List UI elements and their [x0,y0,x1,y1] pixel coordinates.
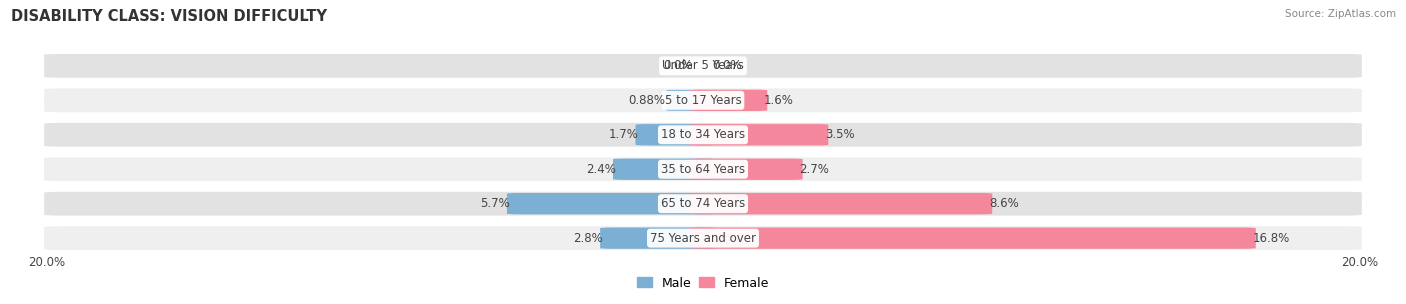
FancyBboxPatch shape [44,157,1362,181]
FancyBboxPatch shape [690,159,803,180]
FancyBboxPatch shape [44,123,1362,147]
Text: 5.7%: 5.7% [481,197,510,210]
Text: 65 to 74 Years: 65 to 74 Years [661,197,745,210]
Text: 3.5%: 3.5% [825,128,855,141]
Text: 1.7%: 1.7% [609,128,638,141]
Text: Under 5 Years: Under 5 Years [662,59,744,72]
Text: 20.0%: 20.0% [1341,257,1378,269]
FancyBboxPatch shape [44,192,1362,216]
Text: Source: ZipAtlas.com: Source: ZipAtlas.com [1285,9,1396,19]
Text: 0.88%: 0.88% [628,94,665,107]
Text: 1.6%: 1.6% [763,94,794,107]
FancyBboxPatch shape [690,193,993,214]
Text: 2.8%: 2.8% [574,232,603,245]
FancyBboxPatch shape [44,88,1362,112]
FancyBboxPatch shape [44,54,1362,78]
Text: 5 to 17 Years: 5 to 17 Years [665,94,741,107]
FancyBboxPatch shape [690,227,1256,249]
Text: 18 to 34 Years: 18 to 34 Years [661,128,745,141]
Text: 2.7%: 2.7% [800,163,830,176]
Text: 35 to 64 Years: 35 to 64 Years [661,163,745,176]
Legend: Male, Female: Male, Female [631,271,775,295]
FancyBboxPatch shape [690,90,768,111]
FancyBboxPatch shape [666,90,711,111]
FancyBboxPatch shape [636,124,716,145]
FancyBboxPatch shape [600,227,716,249]
FancyBboxPatch shape [690,124,828,145]
FancyBboxPatch shape [508,193,716,214]
Text: 8.6%: 8.6% [988,197,1019,210]
FancyBboxPatch shape [613,159,716,180]
Text: 2.4%: 2.4% [586,163,616,176]
Text: 16.8%: 16.8% [1253,232,1289,245]
Text: 20.0%: 20.0% [28,257,65,269]
Text: DISABILITY CLASS: VISION DIFFICULTY: DISABILITY CLASS: VISION DIFFICULTY [11,9,328,24]
FancyBboxPatch shape [44,226,1362,250]
Text: 0.0%: 0.0% [664,59,693,72]
Text: 75 Years and over: 75 Years and over [650,232,756,245]
Text: 0.0%: 0.0% [713,59,742,72]
